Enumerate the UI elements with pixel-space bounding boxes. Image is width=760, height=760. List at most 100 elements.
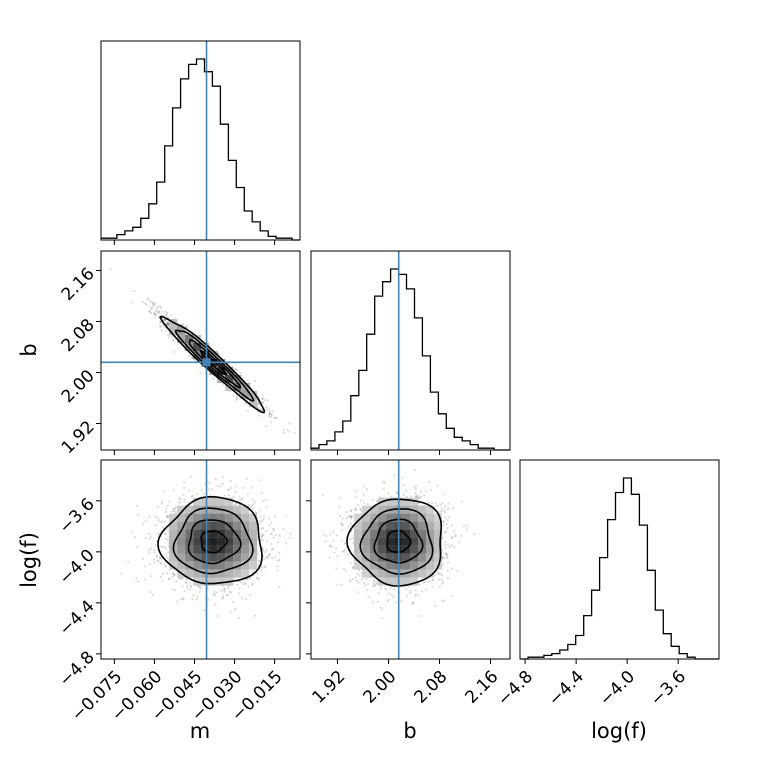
density-cell [193, 561, 202, 570]
density-cell [249, 529, 258, 538]
sample-point [221, 482, 224, 486]
sample-point [196, 595, 199, 598]
sample-point [172, 338, 175, 341]
sample-point [270, 420, 273, 423]
sample-point [414, 487, 417, 491]
sample-point [189, 584, 192, 587]
sample-point [188, 582, 191, 585]
sample-point [154, 543, 157, 547]
density-cell [193, 334, 202, 343]
sample-point [267, 517, 271, 520]
sample-point [183, 498, 186, 501]
sample-point [235, 397, 238, 400]
sample-point [185, 578, 188, 581]
sample-point [289, 532, 292, 535]
sample-point [264, 551, 267, 554]
sample-point [225, 593, 228, 597]
sample-point [185, 326, 188, 329]
sample-point [149, 590, 152, 594]
sample-point [340, 584, 343, 587]
sample-point [262, 500, 265, 503]
sample-point [164, 507, 168, 510]
sample-point [335, 534, 338, 537]
sample-point [413, 468, 416, 472]
sample-point [234, 607, 237, 611]
sample-point [400, 599, 403, 602]
sample-point [448, 515, 451, 519]
sample-point [440, 578, 443, 582]
sample-point [442, 524, 445, 527]
sample-point [288, 422, 291, 425]
sample-point [157, 310, 160, 313]
sample-point [192, 594, 195, 597]
sample-point [152, 303, 155, 306]
sample-point [160, 502, 163, 505]
density-cell [241, 513, 250, 522]
sample-point [179, 598, 182, 601]
sample-point [328, 533, 331, 536]
sample-point [157, 506, 160, 509]
sample-point [183, 590, 186, 593]
sample-point [265, 529, 268, 533]
sample-point [144, 578, 147, 581]
sample-point [273, 515, 277, 518]
sample-point [446, 519, 449, 522]
sample-point [253, 501, 256, 504]
sample-point [164, 565, 167, 568]
sample-point [151, 594, 154, 597]
sample-point [354, 490, 357, 493]
sample-point [144, 536, 147, 540]
sample-point [338, 496, 342, 499]
sample-point [262, 514, 266, 517]
sample-point [444, 505, 447, 508]
sample-point [166, 515, 169, 518]
sample-point [135, 504, 138, 507]
sample-point [165, 311, 169, 314]
sample-point [152, 302, 155, 305]
sample-point [149, 547, 152, 550]
sample-point [394, 601, 397, 604]
sample-point [238, 616, 241, 620]
sample-point [182, 597, 185, 600]
sample-point [171, 588, 174, 591]
sample-point [183, 486, 186, 489]
sample-point [166, 322, 169, 325]
sample-point [168, 500, 171, 503]
sample-point [172, 508, 175, 511]
sample-point [380, 587, 383, 590]
sample-point [389, 495, 393, 498]
sample-point [258, 509, 261, 512]
sample-point [162, 319, 166, 322]
sample-point [289, 536, 292, 539]
sample-point [164, 510, 167, 514]
sample-point [198, 590, 201, 593]
sample-point [248, 503, 251, 506]
sample-point [241, 582, 245, 586]
sample-point [178, 577, 181, 580]
sample-point [249, 593, 252, 597]
sample-point [136, 513, 140, 516]
sample-point [159, 325, 162, 328]
sample-point [214, 603, 217, 606]
density-cell [225, 513, 234, 522]
sample-point [236, 583, 239, 587]
sample-point [278, 551, 281, 555]
sample-point [207, 598, 210, 601]
sample-point [444, 546, 447, 550]
sample-point [232, 495, 235, 498]
sample-point [282, 527, 285, 531]
sample-point [159, 575, 163, 579]
sample-point [244, 402, 247, 405]
sample-point [152, 313, 155, 316]
sample-point [356, 591, 359, 594]
sample-point [446, 527, 449, 530]
sample-point [353, 508, 357, 512]
sample-point [258, 560, 261, 563]
density-cell [193, 342, 202, 351]
sample-point [251, 582, 254, 585]
density-cell [233, 505, 242, 514]
sample-point [260, 535, 263, 538]
sample-point [288, 430, 291, 433]
sample-point [186, 501, 189, 504]
sample-point [172, 488, 175, 491]
